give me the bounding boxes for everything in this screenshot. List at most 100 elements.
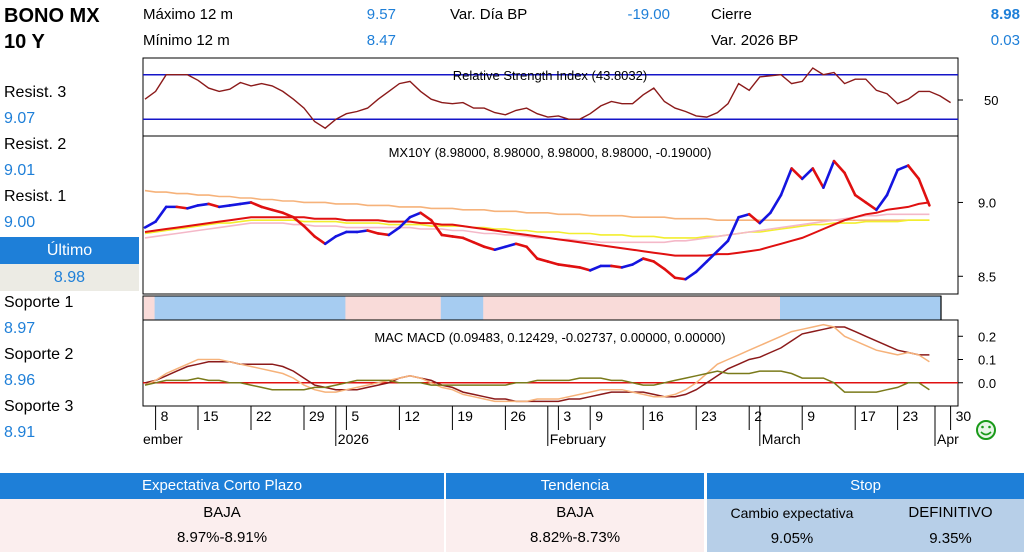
price-frame: [142, 135, 959, 295]
price-segment: [588, 264, 603, 272]
ultimo-value: 8.98: [0, 264, 139, 291]
macd-ytick-label-0-1: 0.1: [978, 353, 996, 368]
signal-band-pink: [483, 296, 781, 320]
price-segment: [641, 257, 656, 263]
rsi-series-group: [144, 67, 951, 130]
price-segment: [737, 212, 751, 219]
var-dia-label: Var. Día BP: [450, 6, 528, 23]
soporte-3-label: Soporte 3: [4, 398, 74, 415]
signal-band-blue: [154, 296, 347, 320]
soporte-2-value: 8.96: [4, 372, 36, 389]
signal-bands-group: [144, 296, 942, 320]
corto-plazo-direction: BAJA: [203, 504, 241, 521]
price-segment: [281, 211, 295, 219]
corto-plazo-cell: BAJA 8.97%-8.91%: [0, 499, 444, 552]
price-segment: [578, 266, 592, 272]
price-segment: [769, 193, 783, 215]
price-segment: [514, 242, 528, 249]
price-segment: [249, 201, 263, 209]
price-segment: [482, 245, 497, 252]
rsi-line: [144, 67, 951, 130]
signal-band-blue: [780, 296, 941, 320]
price-segment: [186, 204, 200, 210]
technical-chart: Relative Strength Index (43.8032) 50 MX1…: [142, 57, 998, 447]
rsi-ytick-label-50: 50: [984, 93, 998, 108]
x-tick-label: 9: [595, 408, 603, 424]
signal-band-pink: [144, 296, 156, 320]
ma-red-line: [144, 201, 930, 257]
price-segment: [260, 205, 274, 212]
month-label: 2026: [338, 431, 369, 447]
price-segment: [779, 167, 793, 197]
price-segment: [610, 264, 624, 269]
status-smiley-icon[interactable]: [976, 420, 996, 440]
price-ytick-label-9-0: 9.0: [978, 195, 996, 210]
var-dia-value: -19.00: [627, 6, 670, 23]
min12-label: Mínimo 12 m: [143, 32, 230, 49]
x-tick-label: 15: [203, 408, 219, 424]
x-tick-label: 23: [701, 408, 717, 424]
price-segment: [323, 235, 338, 246]
corto-plazo-range: 8.97%-8.91%: [176, 529, 268, 546]
price-segment: [419, 211, 433, 222]
price-segment: [440, 233, 454, 238]
price-segment: [429, 218, 444, 237]
signal-band-panel: [142, 295, 942, 321]
price-series-group: [143, 159, 931, 281]
var-2026-value: 0.03: [990, 32, 1020, 49]
price-segment: [228, 202, 242, 207]
price-segment: [726, 215, 740, 243]
stop-definitivo-label: DEFINITIVO: [908, 504, 993, 521]
title-line-2: 10 Y: [4, 31, 45, 53]
price-segment: [376, 232, 391, 237]
tendencia-direction: BAJA: [556, 504, 594, 521]
price-segment: [175, 205, 189, 210]
price-segment: [747, 212, 762, 225]
macd-panel: MAC MACD (0.09483, 0.12429, -0.02737, 0.…: [142, 319, 996, 407]
price-segment: [790, 167, 804, 181]
rsi-title: Relative Strength Index (43.8032): [453, 68, 647, 83]
x-tick-label: 26: [510, 408, 526, 424]
price-panel: MX10Y (8.98000, 8.98000, 8.98000, 8.9800…: [142, 135, 996, 295]
price-segment: [811, 167, 825, 189]
price-segment: [525, 245, 539, 260]
month-label: ember: [143, 431, 183, 447]
x-tick-label: 22: [256, 408, 272, 424]
max12-value: 9.57: [366, 6, 396, 23]
price-segment: [800, 167, 815, 181]
price-segment: [716, 239, 730, 253]
macd-histogram-line: [144, 370, 930, 393]
price-segment: [864, 201, 878, 212]
macd-title: MAC MACD (0.09483, 0.12429, -0.02737, 0.…: [374, 330, 725, 345]
price-segment: [398, 215, 412, 229]
macd-line: [144, 326, 930, 403]
price-segment: [366, 229, 380, 235]
resist-2-value: 9.01: [4, 162, 36, 179]
price-segment: [896, 164, 910, 172]
max12-label: Máximo 12 m: [143, 6, 234, 23]
stop-definitivo-value: 9.35%: [929, 530, 972, 547]
price-segment: [631, 257, 645, 266]
cierre-label: Cierre: [711, 6, 752, 23]
price-segment: [875, 193, 889, 212]
tendencia-header: Tendencia: [446, 473, 704, 499]
corto-plazo-header: Expectativa Corto Plazo: [0, 473, 444, 499]
price-segment: [694, 260, 709, 274]
soporte-1-value: 8.97: [4, 320, 36, 337]
price-segment: [832, 159, 846, 175]
price-segment: [504, 242, 518, 249]
price-segment: [652, 260, 666, 271]
price-segment: [917, 177, 931, 207]
price-segment: [334, 230, 348, 238]
price-segment: [705, 249, 719, 263]
x-tick-label: 29: [309, 408, 325, 424]
soporte-2-label: Soporte 2: [4, 346, 74, 363]
price-segment: [292, 215, 306, 228]
stop-cambio-label: Cambio expectativa: [730, 505, 854, 521]
price-segment: [557, 263, 571, 268]
price-segment: [270, 208, 285, 215]
macd-ytick-label-0-2: 0.2: [978, 329, 996, 344]
x-tick-label: 3: [563, 408, 571, 424]
price-segment: [313, 235, 327, 246]
price-segment: [355, 229, 369, 234]
